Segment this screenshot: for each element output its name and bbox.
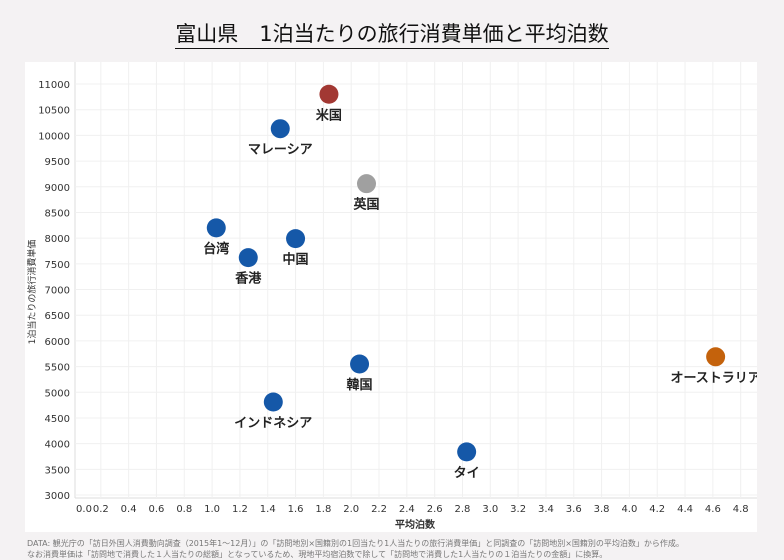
point-label: 香港 xyxy=(234,271,262,287)
x-tick-label: 2.8 xyxy=(455,504,471,515)
x-tick-label: 4.8 xyxy=(733,504,749,515)
y-tick-label: 3500 xyxy=(45,465,70,476)
x-tick-label: 1.4 xyxy=(260,504,276,515)
y-tick-label: 4000 xyxy=(45,440,70,451)
y-tick-label: 5500 xyxy=(45,363,70,374)
chart-title: 富山県 1泊当たりの旅行消費単価と平均泊数 xyxy=(0,18,784,49)
source-note: DATA: 観光庁の「訪日外国人消費動向調査（2015年1～12月）」の「訪問地… xyxy=(27,538,684,560)
x-tick-label: 1.8 xyxy=(315,504,331,515)
x-tick-label: 1.2 xyxy=(232,504,248,515)
x-tick-label: 4.4 xyxy=(677,504,693,515)
point-label: 韓国 xyxy=(347,377,373,393)
y-tick-label: 4500 xyxy=(45,414,70,425)
y-tick-label: 7000 xyxy=(45,286,70,297)
x-tick-label: 2.2 xyxy=(371,504,387,515)
y-tick-label: 9500 xyxy=(45,157,70,168)
point-label: 米国 xyxy=(316,107,342,123)
y-tick-label: 7500 xyxy=(45,260,70,271)
y-tick-label: 10000 xyxy=(38,131,70,142)
data-point[interactable] xyxy=(270,119,290,139)
y-tick-label: 6000 xyxy=(45,337,70,348)
y-tick-label: 9000 xyxy=(45,183,70,194)
point-label: インドネシア xyxy=(234,416,312,431)
x-tick-label: 4.6 xyxy=(705,504,721,515)
y-tick-label: 5000 xyxy=(45,388,70,399)
x-tick-label: 2.4 xyxy=(399,504,415,515)
point-label: 台湾 xyxy=(203,241,229,257)
data-point[interactable] xyxy=(238,248,258,268)
y-tick-label: 3000 xyxy=(45,491,70,502)
x-tick-label: 1.0 xyxy=(204,504,220,515)
point-label: 英国 xyxy=(352,197,379,213)
scatter-chart: 0.0 0.2 0.4 0.6 0.8 1.0 1.2 1.4 1.6 1.8 2.0 2.2 2.4 2… xyxy=(26,62,757,531)
x-tick-label: 1.6 xyxy=(288,504,304,515)
x-tick-label: 4.0 xyxy=(621,504,637,515)
x-tick-label: 3.4 xyxy=(538,504,554,515)
x-tick-label: 2.6 xyxy=(427,504,443,515)
x-tick-label: 0.8 xyxy=(176,504,192,515)
y-tick-label: 11000 xyxy=(38,80,70,91)
point-label: 中国 xyxy=(283,252,309,268)
x-tick-label: 3.0 xyxy=(482,504,498,515)
x-tick-label: 4.2 xyxy=(649,504,665,515)
x-tick-label: 3.2 xyxy=(510,504,526,515)
data-point[interactable] xyxy=(350,354,370,374)
y-tick-label: 8000 xyxy=(45,234,70,245)
y-tick-label: 10500 xyxy=(38,106,70,117)
data-point[interactable] xyxy=(286,229,306,249)
x-tick-label: 0.0 xyxy=(76,504,92,515)
chart-panel: 0.0 0.2 0.4 0.6 0.8 1.0 1.2 1.4 1.6 1.8 2.0 2.2 2.4 2… xyxy=(25,62,757,532)
x-tick-label: 0.4 xyxy=(121,504,137,515)
data-point[interactable] xyxy=(206,218,226,238)
data-point[interactable] xyxy=(457,442,477,462)
point-label: オーストラリア xyxy=(670,371,757,386)
x-tick-label: 0.2 xyxy=(93,504,109,515)
x-tick-label: 3.8 xyxy=(594,504,610,515)
x-tick-label: 0.6 xyxy=(149,504,165,515)
x-axis-label: 平均泊数 xyxy=(395,518,436,531)
x-tick-label: 3.6 xyxy=(566,504,582,515)
y-tick-label: 8500 xyxy=(45,208,70,219)
source-note-line-1: DATA: 観光庁の「訪日外国人消費動向調査（2015年1～12月）」の「訪問地… xyxy=(27,539,684,548)
x-tick-label: 2.0 xyxy=(343,504,359,515)
data-point[interactable] xyxy=(357,174,377,194)
y-axis-label: 1泊当たりの旅行消費単価 xyxy=(26,240,38,345)
point-label: タイ xyxy=(454,466,480,481)
data-point[interactable] xyxy=(706,347,726,367)
data-point[interactable] xyxy=(263,392,283,412)
chart-title-text: 富山県 1泊当たりの旅行消費単価と平均泊数 xyxy=(175,22,609,49)
source-note-line-2: なお消費単価は「訪問地で消費した１人当たりの総額」となっているため、現地平均宿泊… xyxy=(27,550,608,559)
y-tick-label: 6500 xyxy=(45,311,70,322)
point-label: マレーシア xyxy=(248,143,313,158)
data-point[interactable] xyxy=(319,84,339,104)
